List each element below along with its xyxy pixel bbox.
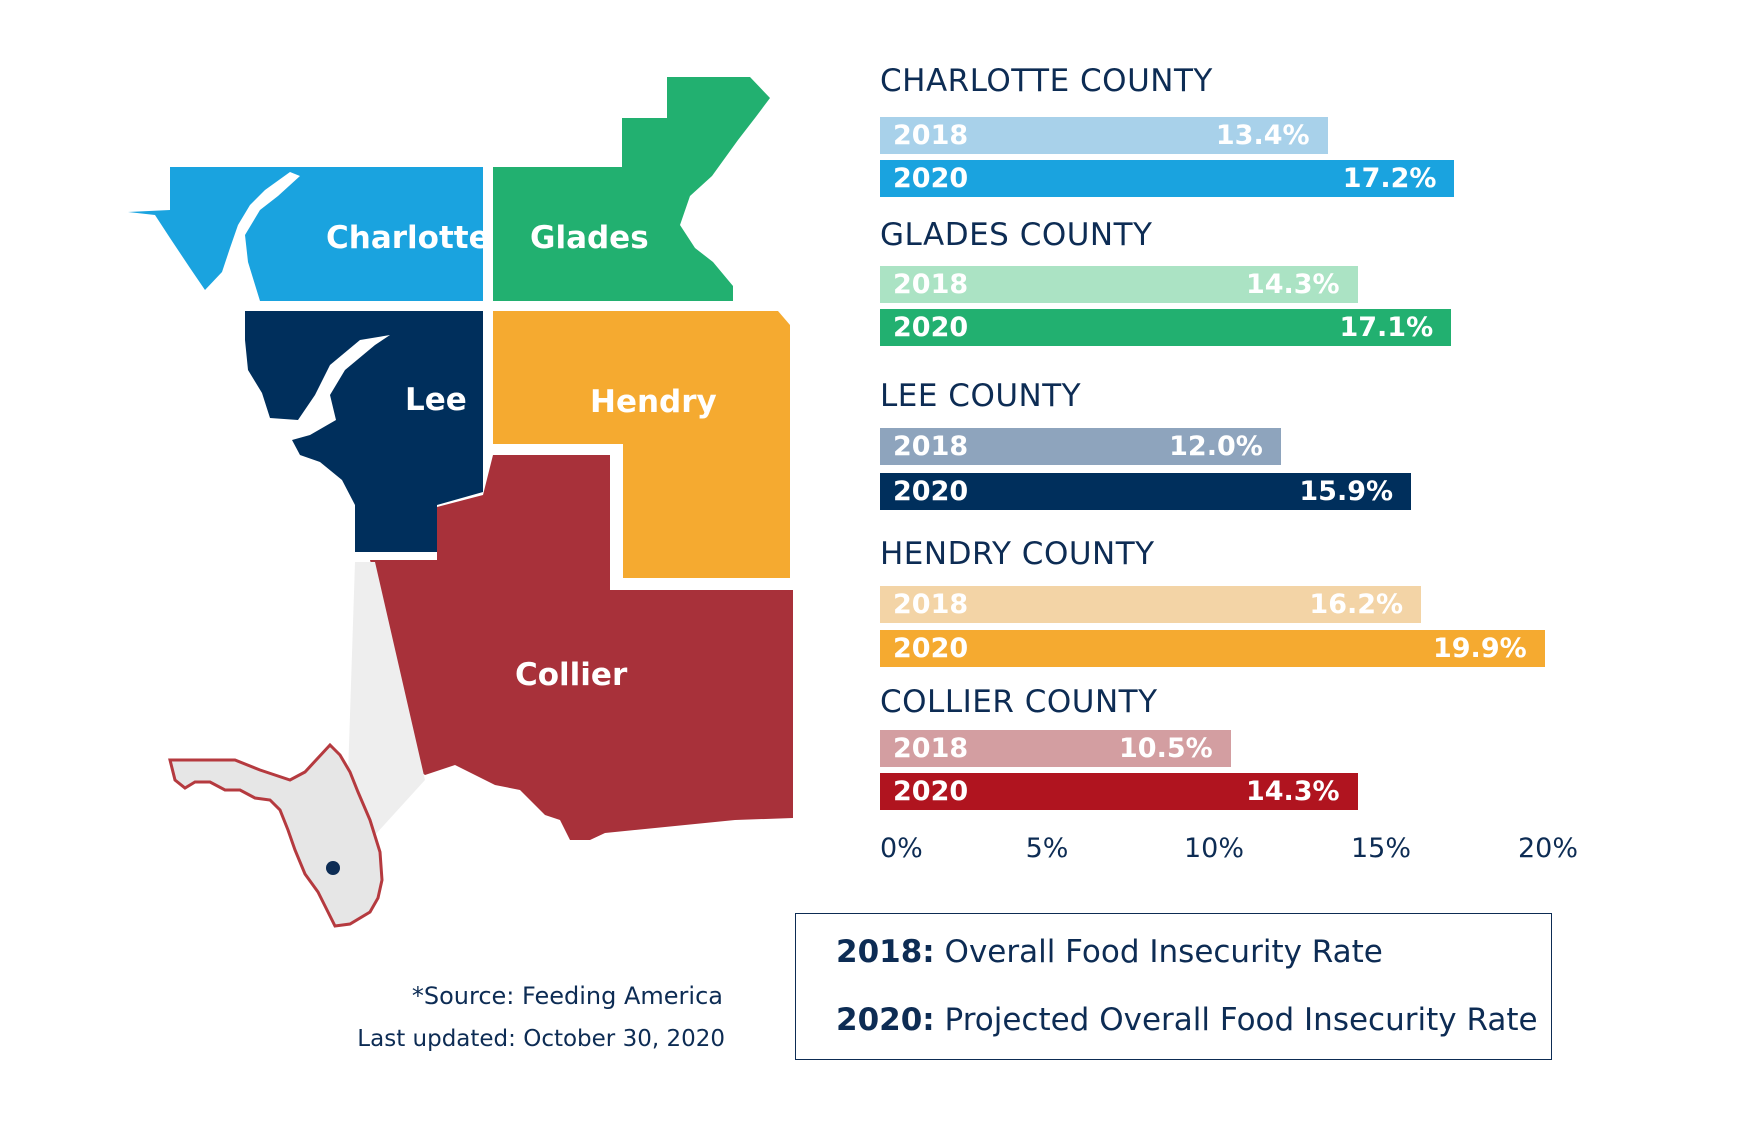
collier-county-region	[370, 455, 793, 840]
bar-year-label: 2020	[893, 312, 969, 343]
glades-county-bar-2018: 2018 14.3%	[880, 266, 1358, 303]
charlotte-county-region	[128, 167, 483, 301]
bar-year-label: 2018	[893, 431, 969, 462]
bar-value-label: 14.3%	[1245, 269, 1340, 300]
glades-label: Glades	[530, 220, 649, 256]
hendry-county-bar-2020: 2020 19.9%	[880, 630, 1545, 667]
legend-text-2018: Overall Food Insecurity Rate	[944, 934, 1383, 970]
glades-county-title: GLADES COUNTY	[880, 217, 1153, 253]
last-updated-note: Last updated: October 30, 2020	[357, 1026, 725, 1052]
lee-county-title: LEE COUNTY	[880, 378, 1082, 414]
charlotte-county-bar-2018: 2018 13.4%	[880, 117, 1328, 154]
florida-outline	[168, 742, 384, 928]
bar-year-label: 2018	[893, 269, 969, 300]
x-tick-label: 0%	[880, 833, 923, 864]
bar-value-label: 15.9%	[1299, 476, 1394, 507]
bar-value-label: 17.2%	[1342, 163, 1437, 194]
collier-county-bar-2018: 2018 10.5%	[880, 730, 1231, 767]
hendry-label: Hendry	[590, 384, 717, 420]
bar-value-label: 13.4%	[1215, 120, 1310, 151]
bar-year-label: 2018	[893, 589, 969, 620]
x-tick-label: 5%	[1025, 833, 1069, 864]
legend-row-2020: 2020: Projected Overall Food Insecurity …	[836, 1002, 1538, 1038]
source-note: *Source: Feeding America	[411, 982, 723, 1010]
legend-key-2018: 2018:	[836, 934, 935, 970]
lee-label: Lee	[405, 382, 467, 418]
charlotte-county-bar-2020: 2020 17.2%	[880, 160, 1455, 197]
collier-county-title: COLLIER COUNTY	[880, 684, 1158, 720]
bar-value-label: 17.1%	[1339, 312, 1434, 343]
bar-year-label: 2020	[893, 476, 969, 507]
collier-county-bar-2020: 2020 14.3%	[880, 773, 1358, 810]
bar-year-label: 2020	[893, 163, 969, 194]
glades-county-region	[493, 77, 770, 301]
bar-value-label: 19.9%	[1432, 633, 1527, 664]
bar-value-label: 12.0%	[1169, 431, 1263, 462]
hendry-county-bar-2018: 2018 16.2%	[880, 586, 1422, 623]
bar-year-label: 2018	[893, 120, 969, 151]
legend-text-2020: Projected Overall Food Insecurity Rate	[944, 1002, 1538, 1038]
legend-row-2018: 2018: Overall Food Insecurity Rate	[836, 934, 1383, 970]
hendry-county-title: HENDRY COUNTY	[880, 536, 1155, 572]
charlotte-label: Charlotte	[326, 220, 490, 256]
inset-callout	[345, 562, 425, 868]
x-tick-label: 20%	[1517, 833, 1578, 864]
x-tick-label: 10%	[1183, 833, 1244, 864]
bar-value-label: 16.2%	[1309, 589, 1404, 620]
bar-value-label: 10.5%	[1119, 733, 1213, 764]
bar-value-label: 14.3%	[1245, 776, 1340, 807]
hendry-county-region	[493, 311, 790, 578]
lee-county-region	[245, 311, 483, 552]
collier-label: Collier	[515, 657, 628, 693]
x-tick-label: 15%	[1350, 833, 1411, 864]
florida-inset	[168, 562, 425, 928]
bar-year-label: 2020	[893, 633, 969, 664]
legend-box: 2018: Overall Food Insecurity Rate 2020:…	[795, 913, 1552, 1060]
county-map: Charlotte Glades Lee Hendry Collier	[128, 77, 793, 928]
location-marker	[326, 861, 340, 875]
glades-county-bar-2020: 2020 17.1%	[880, 309, 1452, 346]
lee-county-bar-2018: 2018 12.0%	[880, 428, 1281, 465]
charlotte-county-title: CHARLOTTE COUNTY	[880, 63, 1213, 99]
bar-year-label: 2018	[893, 733, 969, 764]
lee-county-bar-2020: 2020 15.9%	[880, 473, 1412, 510]
bar-year-label: 2020	[893, 776, 969, 807]
legend-key-2020: 2020:	[836, 1002, 935, 1038]
